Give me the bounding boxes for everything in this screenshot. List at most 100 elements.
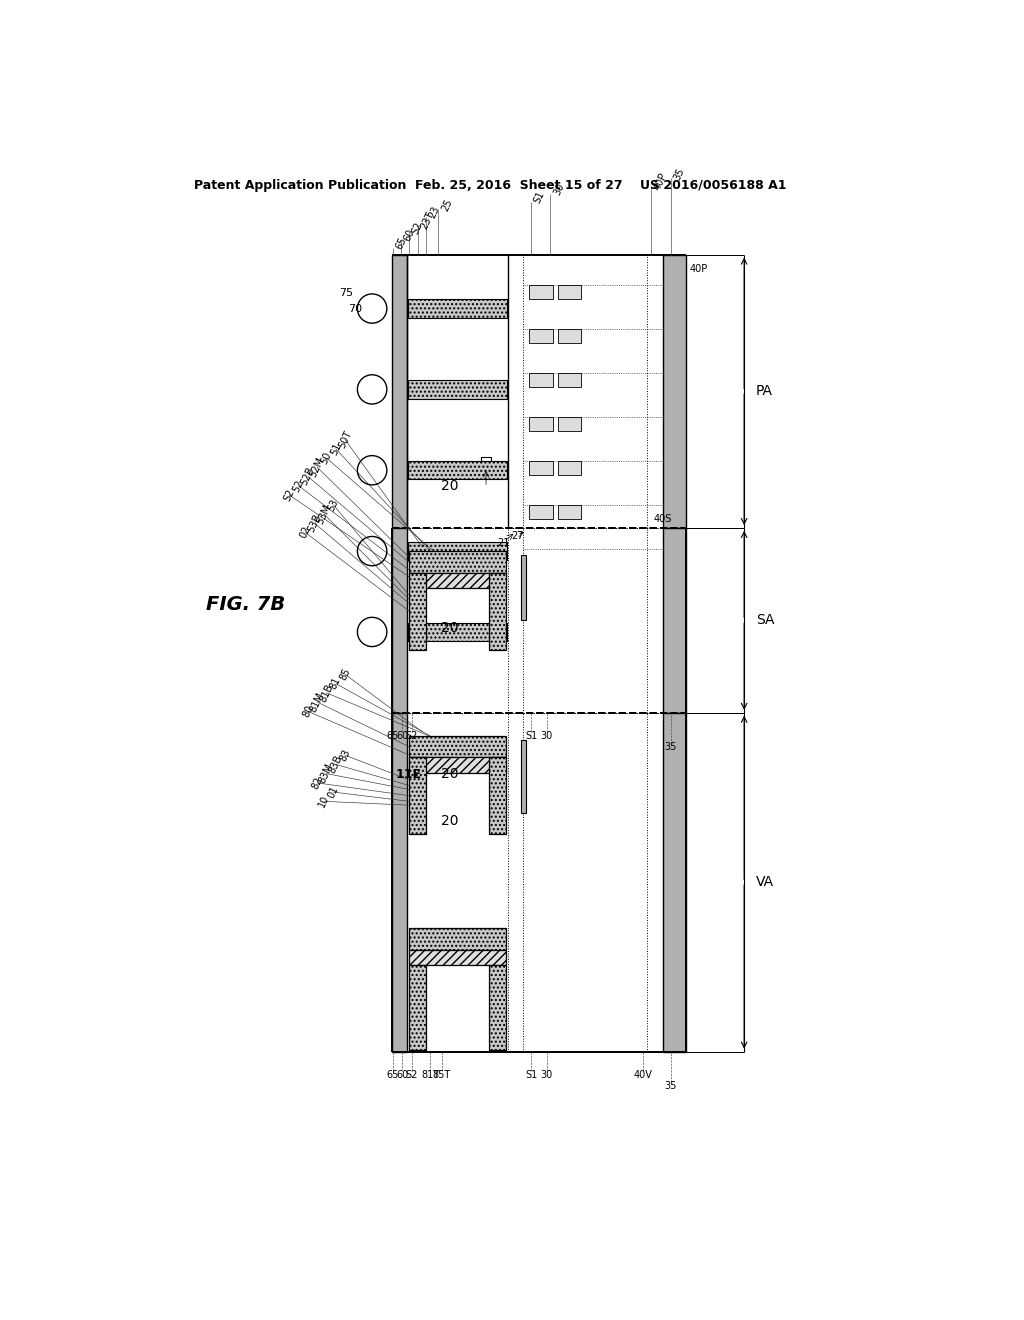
Text: 40V: 40V (634, 1069, 653, 1080)
Text: 70: 70 (348, 304, 362, 314)
Text: 35: 35 (665, 742, 677, 752)
Text: 50: 50 (319, 450, 334, 466)
Text: 25: 25 (439, 197, 454, 213)
Bar (409, 950, 506, 965)
Text: 21: 21 (498, 539, 510, 548)
Bar (489, 965, 506, 1051)
Bar (489, 573, 506, 649)
Text: S1: S1 (532, 189, 547, 205)
Text: S2: S2 (282, 487, 296, 503)
Bar (529, 461, 553, 475)
Text: 20: 20 (441, 479, 459, 492)
Text: Feb. 25, 2016  Sheet 15 of 27: Feb. 25, 2016 Sheet 15 of 27 (415, 178, 623, 191)
Bar (409, 758, 506, 774)
Bar (408, 461, 507, 479)
Text: 52M: 52M (308, 455, 326, 479)
Text: 11E: 11E (395, 768, 421, 781)
Text: 81B: 81B (317, 682, 335, 704)
Bar (408, 380, 507, 399)
Text: 52B: 52B (299, 466, 316, 487)
Text: 02: 02 (298, 525, 312, 540)
Text: 81M: 81M (308, 690, 326, 714)
Bar (409, 965, 426, 1051)
Text: PA: PA (756, 384, 773, 399)
Bar (408, 543, 507, 561)
Text: 65: 65 (394, 235, 409, 251)
Text: 81: 81 (329, 676, 343, 692)
Bar (663, 255, 686, 528)
Text: 60: 60 (396, 731, 409, 741)
Bar (529, 330, 553, 343)
Bar (409, 573, 506, 589)
Text: 20: 20 (441, 767, 459, 781)
Bar (408, 300, 507, 318)
Bar (409, 573, 426, 649)
Text: FIG. 7B: FIG. 7B (206, 595, 285, 615)
Text: 53M: 53M (315, 503, 333, 525)
Text: 75: 75 (339, 288, 352, 298)
Bar (558, 285, 582, 300)
Text: S1: S1 (525, 731, 538, 741)
Bar (558, 374, 582, 387)
Bar (529, 417, 553, 430)
Bar (409, 758, 426, 834)
Text: 81T: 81T (421, 1069, 439, 1080)
Bar (489, 758, 506, 834)
Text: 20: 20 (441, 813, 459, 828)
Text: S1: S1 (525, 1069, 538, 1080)
Text: 65: 65 (387, 731, 399, 741)
Text: 23T: 23T (420, 210, 436, 231)
Text: 80: 80 (301, 704, 315, 719)
Text: 83M: 83M (317, 762, 335, 785)
Bar (391, 528, 407, 713)
Text: 30: 30 (552, 182, 566, 197)
Text: 53B: 53B (306, 512, 324, 535)
Bar (663, 528, 686, 713)
Text: SA: SA (756, 614, 774, 627)
Bar (558, 417, 582, 430)
Bar (409, 928, 506, 950)
Bar (521, 554, 525, 620)
Bar (529, 504, 553, 519)
Bar (663, 713, 686, 1052)
Bar (558, 461, 582, 475)
Text: 30: 30 (541, 1069, 553, 1080)
Text: 01: 01 (327, 784, 341, 800)
Text: US 2016/0056188 A1: US 2016/0056188 A1 (640, 178, 786, 191)
Text: 35: 35 (672, 166, 686, 182)
Text: 82: 82 (310, 775, 325, 791)
Text: 83: 83 (338, 747, 352, 763)
Text: 60: 60 (396, 1069, 409, 1080)
Text: 60: 60 (402, 228, 417, 243)
Text: 53: 53 (327, 498, 341, 512)
Bar (521, 739, 525, 813)
Bar (409, 552, 506, 573)
Text: 65: 65 (387, 1069, 399, 1080)
Text: Patent Application Publication: Patent Application Publication (194, 178, 407, 191)
Text: 40S: 40S (653, 513, 672, 524)
Text: 40P: 40P (689, 264, 708, 273)
Text: 10: 10 (317, 793, 331, 809)
Text: 35: 35 (665, 1081, 677, 1092)
Text: 85T: 85T (433, 1069, 451, 1080)
Bar (558, 504, 582, 519)
Bar (408, 623, 507, 642)
Text: S2: S2 (410, 220, 424, 235)
Text: S2: S2 (406, 731, 418, 741)
Text: 27: 27 (511, 531, 523, 541)
Text: 23: 23 (427, 205, 441, 220)
Text: 85: 85 (338, 667, 352, 682)
Text: 30: 30 (541, 731, 553, 741)
Text: 50T: 50T (337, 429, 353, 450)
Bar (529, 374, 553, 387)
Bar (529, 285, 553, 300)
Text: 52: 52 (291, 478, 306, 494)
Text: S2: S2 (406, 1069, 418, 1080)
Text: 40P: 40P (652, 172, 670, 191)
Text: 83B: 83B (327, 754, 344, 775)
Bar (391, 255, 407, 528)
Text: 51: 51 (329, 441, 343, 457)
Bar (480, 457, 492, 469)
Text: 20: 20 (441, 622, 459, 635)
Bar (558, 330, 582, 343)
